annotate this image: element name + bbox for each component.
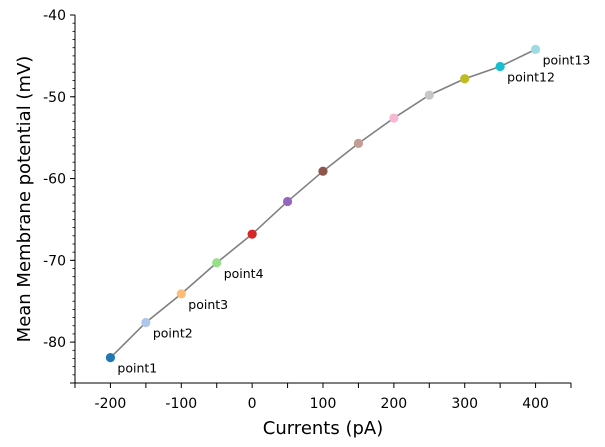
x-tick-labels: -200 -100 0 100 200 300 400 (95, 396, 549, 412)
point-label-2: point2 (153, 325, 193, 340)
data-point-6 (282, 196, 293, 207)
x-tick-label: 0 (248, 396, 257, 412)
x-tick-label: 400 (522, 396, 549, 412)
data-point-4 (212, 258, 222, 268)
y-tick-label: -80 (43, 335, 66, 351)
data-point-9 (389, 113, 399, 123)
point-label-1: point1 (117, 361, 157, 376)
y-tick-labels: -80 -70 -60 -50 -40 (43, 8, 66, 351)
x-tick-label: 200 (380, 396, 407, 412)
x-tick-label: 300 (451, 396, 478, 412)
data-point-2 (141, 317, 151, 328)
point-label-3: point3 (188, 297, 228, 312)
y-tick-label: -60 (43, 172, 66, 188)
y-tick-label: -70 (43, 253, 66, 269)
data-point-3 (176, 289, 186, 299)
x-axis-title: Currents (pA) (263, 418, 384, 439)
data-point-10 (424, 90, 434, 100)
data-point-13 (530, 44, 541, 54)
data-point-7 (318, 166, 328, 176)
major-ticks (70, 14, 572, 388)
series-line (109, 48, 536, 359)
data-point-5 (247, 229, 257, 239)
x-tick-label: 100 (310, 396, 337, 412)
data-point-12 (495, 61, 505, 72)
point-label-12: point12 (507, 70, 555, 85)
x-tick-label: -100 (165, 396, 197, 412)
data-points (105, 44, 541, 363)
x-tick-label: -200 (95, 396, 127, 412)
data-point-11 (460, 74, 470, 84)
data-point-1 (105, 353, 116, 363)
point-label-13: point13 (543, 52, 591, 67)
data-point-8 (353, 138, 364, 148)
y-tick-label: -50 (43, 90, 66, 106)
point-label-4: point4 (224, 266, 264, 281)
point-labels: point1 point2 point3 point4 point12 point13 (117, 52, 590, 375)
y-axis-title: Mean Membrane potential (mV) (14, 56, 35, 343)
y-tick-label: -40 (43, 8, 66, 24)
